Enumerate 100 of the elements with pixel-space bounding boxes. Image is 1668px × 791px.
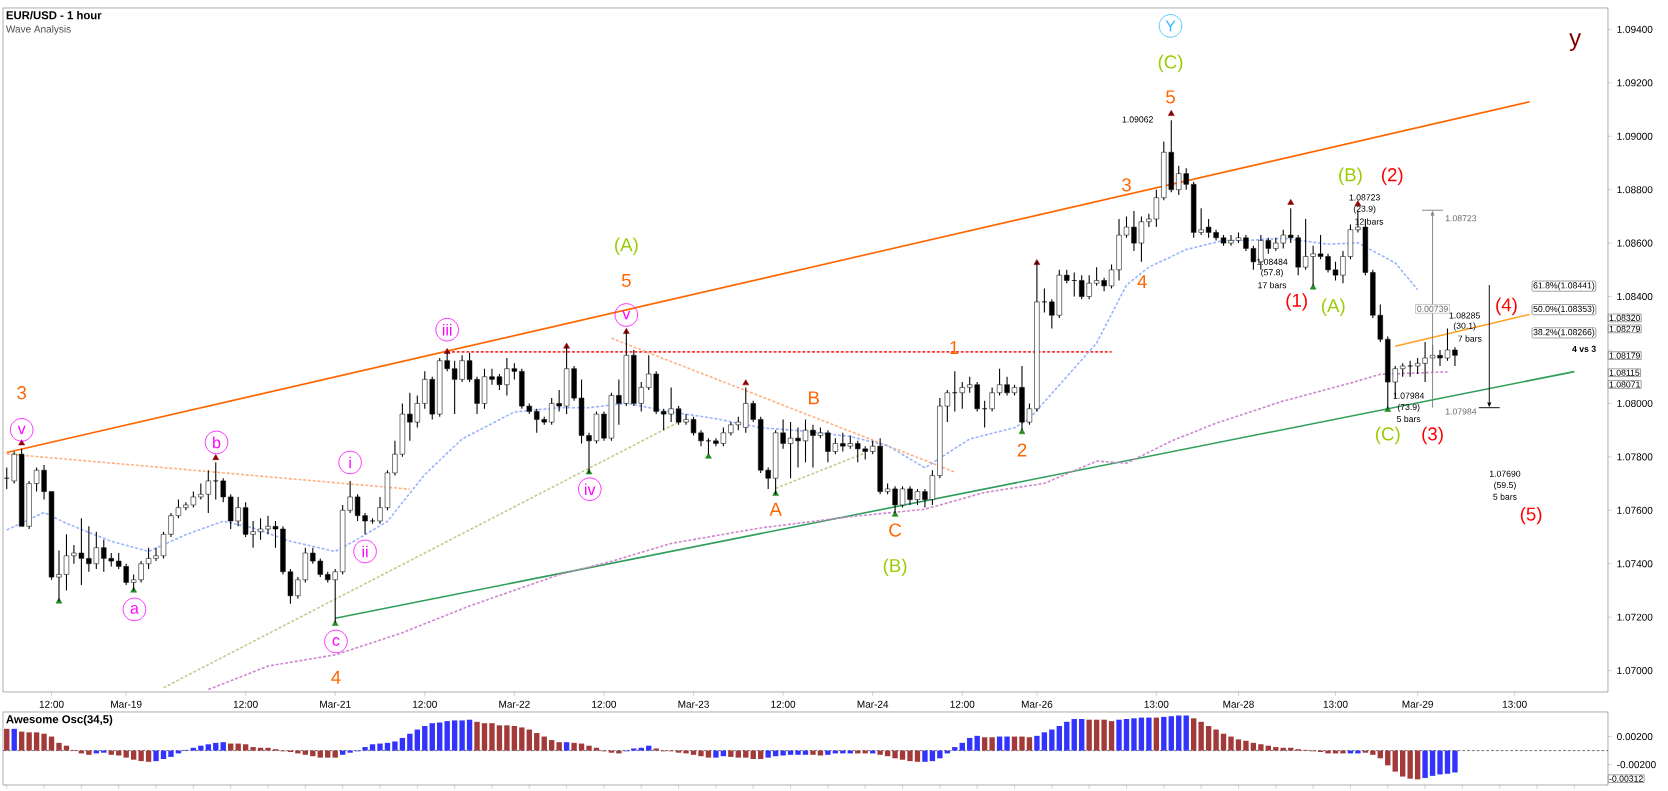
bar — [1213, 729, 1219, 751]
bar — [519, 727, 525, 751]
annotation: 1.09062 — [1122, 116, 1153, 123]
bar — [593, 747, 600, 751]
y-tick-label: -0.00200 — [1617, 761, 1656, 769]
annotation: (B) — [1339, 167, 1362, 186]
annotation: (57.8) — [1261, 269, 1283, 278]
bar — [556, 742, 562, 751]
bar — [4, 728, 10, 751]
bar — [743, 750, 749, 758]
annotation: iii — [442, 323, 452, 336]
x-tick-label: 13:00 — [1323, 700, 1348, 708]
annotation: v — [17, 425, 26, 435]
chart-title: EUR/USD - 1 hour — [6, 10, 102, 20]
bar — [1429, 750, 1436, 776]
y-tick-label: 1.07600 — [1617, 506, 1653, 514]
bar — [563, 742, 570, 751]
bar — [317, 750, 323, 758]
annotation: C — [889, 523, 902, 537]
bar — [1071, 719, 1077, 751]
annotation: y — [1569, 33, 1582, 52]
text: 1.08179 — [1609, 352, 1640, 359]
bar — [1243, 740, 1249, 751]
x-tick-label: Mar-22 — [499, 700, 530, 708]
annotation: Y — [1165, 20, 1176, 32]
bar — [877, 750, 883, 755]
bar — [1041, 732, 1048, 751]
bar — [892, 750, 898, 759]
annotation: 61.8%(1.08441) — [1533, 282, 1595, 291]
text: 1.08279 — [1609, 325, 1640, 332]
bar — [1280, 747, 1286, 751]
annotation: 1.08723 — [1349, 194, 1380, 201]
annotation: (A) — [1321, 298, 1345, 316]
candlestick — [1407, 360, 1413, 378]
annotation: 5 bars — [1396, 415, 1421, 423]
bar — [213, 742, 219, 751]
candlestick — [213, 461, 219, 501]
annotation: (3) — [1422, 426, 1443, 445]
y-tick-label: 1.09000 — [1617, 132, 1653, 140]
bar — [653, 748, 659, 751]
bar — [1392, 750, 1398, 772]
bar — [638, 747, 644, 751]
bar — [1407, 750, 1413, 779]
y-tick-label: 1.08800 — [1617, 186, 1653, 194]
point — [563, 342, 570, 349]
point — [443, 348, 451, 354]
y-tick-label: 0.00200 — [1617, 733, 1653, 741]
chart-title: Awesome Osc(34,5) — [6, 714, 113, 726]
bar — [1131, 718, 1137, 751]
bar — [1026, 737, 1033, 751]
bar — [26, 732, 32, 751]
annotation: ii — [362, 545, 368, 558]
bar — [56, 742, 62, 751]
text: -0.00312 — [1609, 775, 1643, 782]
bar — [377, 743, 383, 751]
annotation: 1.07984 — [1445, 408, 1477, 415]
bar — [1400, 750, 1406, 777]
bar — [369, 744, 376, 751]
bar — [526, 729, 532, 751]
bar — [496, 725, 503, 751]
annotation: 1.08285 — [1449, 312, 1480, 319]
x-tick-label: Mar-19 — [111, 700, 142, 708]
bar — [1422, 750, 1428, 778]
y-tick-label: 1.07200 — [1617, 613, 1653, 621]
y-tick-label: 1.08600 — [1617, 239, 1653, 247]
bar — [130, 750, 137, 760]
bar — [11, 728, 17, 751]
bar — [1437, 750, 1443, 775]
bar — [1004, 736, 1010, 751]
bar — [168, 750, 174, 757]
bar — [1019, 736, 1025, 751]
bar — [705, 750, 712, 758]
annotation: 4 — [1137, 275, 1147, 289]
bar — [1168, 716, 1174, 751]
bar — [123, 750, 129, 758]
candlestick — [1041, 287, 1048, 314]
bar — [1235, 739, 1242, 751]
x-tick-label: 13:00 — [1144, 700, 1169, 708]
bar — [967, 737, 973, 751]
bar — [1056, 726, 1062, 751]
bar — [1123, 719, 1130, 751]
bar — [33, 732, 40, 751]
bar — [489, 723, 495, 751]
bar — [989, 737, 995, 751]
x-tick-label: 12:00 — [950, 700, 975, 708]
bar — [1116, 719, 1122, 751]
x-tick-label: 12:00 — [413, 700, 437, 708]
bar — [578, 743, 585, 751]
annotation: (B) — [883, 558, 907, 576]
y-tick-label: 1.09200 — [1617, 79, 1653, 87]
bar — [451, 720, 458, 751]
x-tick-label: Mar-28 — [1223, 700, 1254, 708]
bar — [145, 750, 152, 762]
annotation: 3 — [17, 386, 27, 400]
annotation: 50.0%(1.08353) — [1533, 305, 1595, 314]
x-tick-label: Mar-26 — [1021, 700, 1053, 708]
bar — [1250, 742, 1257, 751]
bar — [86, 750, 92, 755]
candlestick — [959, 381, 965, 410]
bar — [996, 736, 1003, 751]
